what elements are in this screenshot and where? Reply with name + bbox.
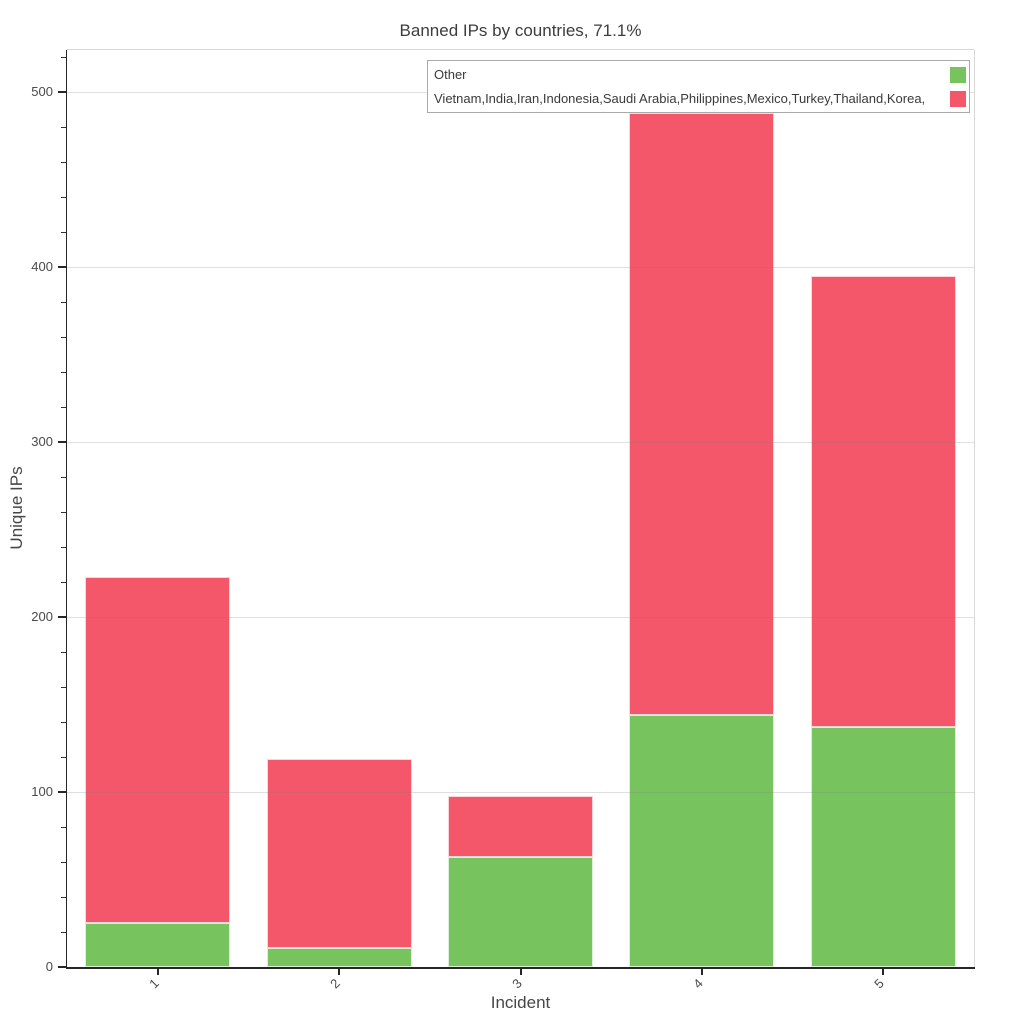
bar-segment-other-incident-3 — [448, 856, 593, 967]
legend: Other Vietnam,India,Iran,Indonesia,Saudi … — [427, 60, 970, 113]
y-minor-tick-420 — [61, 232, 66, 233]
y-minor-tick-340 — [61, 372, 66, 373]
y-minor-tick-440 — [61, 197, 66, 198]
legend-item-other: Other — [434, 63, 966, 86]
y-minor-tick-320 — [61, 407, 66, 408]
y-tick-label-100: 100 — [31, 784, 53, 799]
y-minor-tick-40 — [61, 897, 66, 898]
y-minor-tick-240 — [61, 547, 66, 548]
y-tick-500 — [58, 91, 66, 93]
bar-segment-countries-incident-4 — [629, 113, 775, 715]
x-tick-4 — [700, 967, 703, 975]
gridline-y-100 — [67, 792, 974, 793]
y-minor-tick-120 — [61, 757, 66, 758]
y-minor-tick-280 — [61, 477, 66, 478]
y-minor-tick-20 — [61, 932, 66, 933]
y-tick-label-500: 500 — [31, 84, 53, 99]
chart-title: Banned IPs by countries, 71.1% — [399, 21, 642, 40]
plot-area — [67, 50, 974, 967]
x-tick-5 — [882, 967, 885, 975]
y-minor-tick-80 — [61, 827, 66, 828]
legend-swatch-icon — [950, 90, 966, 107]
x-tick-1 — [156, 967, 159, 975]
y-axis-spine — [65, 50, 67, 968]
y-minor-tick-60 — [61, 862, 66, 863]
y-tick-300 — [58, 441, 66, 443]
y-tick-label-0: 0 — [45, 959, 53, 974]
y-minor-tick-480 — [61, 127, 66, 128]
x-tick-2 — [338, 967, 341, 975]
legend-label: Vietnam,India,Iran,Indonesia,Saudi Arabi… — [434, 91, 926, 106]
legend-item-countries: Vietnam,India,Iran,Indonesia,Saudi Arabi… — [434, 87, 966, 110]
y-axis-title: Unique IPs — [7, 466, 26, 550]
bar-segment-other-incident-4 — [629, 715, 775, 967]
y-minor-tick-460 — [61, 162, 66, 163]
y-minor-tick-520 — [61, 57, 66, 58]
bar-segment-other-incident-5 — [810, 727, 956, 967]
y-tick-label-300: 300 — [31, 434, 53, 449]
y-minor-tick-140 — [61, 722, 66, 723]
bar-segment-other-incident-2 — [266, 947, 412, 967]
bar-segment-countries-incident-1 — [85, 576, 231, 924]
x-axis-title: Incident — [490, 993, 551, 1012]
y-minor-tick-160 — [61, 687, 66, 688]
y-tick-0 — [58, 966, 66, 968]
legend-swatch-icon — [950, 66, 966, 83]
y-minor-tick-380 — [61, 302, 66, 303]
gridline-y-400 — [67, 267, 974, 268]
gridline-y-200 — [67, 617, 974, 618]
y-tick-label-400: 400 — [31, 259, 53, 274]
y-minor-tick-360 — [61, 337, 66, 338]
y-tick-label-200: 200 — [31, 609, 53, 624]
y-tick-100 — [58, 791, 66, 793]
y-tick-400 — [58, 266, 66, 268]
bar-segment-countries-incident-2 — [266, 758, 412, 948]
y-minor-tick-260 — [61, 512, 66, 513]
x-tick-3 — [519, 967, 522, 975]
legend-label: Other — [434, 67, 467, 82]
y-minor-tick-220 — [61, 582, 66, 583]
top-spine — [67, 49, 974, 50]
y-minor-tick-180 — [61, 652, 66, 653]
y-tick-200 — [58, 616, 66, 618]
bar-segment-countries-incident-3 — [448, 795, 593, 857]
right-spine — [974, 50, 975, 967]
gridline-y-300 — [67, 442, 974, 443]
bar-segment-countries-incident-5 — [810, 275, 956, 728]
bar-segment-other-incident-1 — [85, 923, 231, 967]
